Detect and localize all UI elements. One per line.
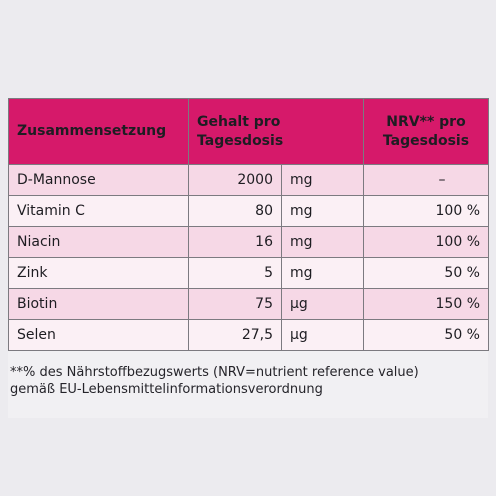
header-nrv-line1: NRV** pro — [386, 113, 466, 130]
header-content-line1: Gehalt pro — [197, 113, 281, 130]
ingredient-unit: µg — [281, 319, 364, 351]
ingredient-unit: mg — [281, 164, 364, 196]
ingredient-name: Biotin — [8, 288, 189, 320]
ingredient-unit: mg — [281, 257, 364, 289]
footnote-line1: **% des Nährstoffbezugswerts (NRV=nutrie… — [10, 365, 419, 380]
table-row: Biotin 75 µg 150 % — [8, 288, 489, 320]
header-nrv-line2: Tagesdosis — [382, 132, 470, 149]
ingredient-nrv: 50 % — [363, 257, 489, 289]
ingredient-amount: 27,5 — [188, 319, 282, 351]
header-nrv-per-dose: NRV** pro Tagesdosis — [363, 98, 489, 165]
nutrition-table: Zusammensetzung Gehalt pro Tagesdosis NR… — [8, 98, 489, 351]
footnote: **% des Nährstoffbezugswerts (NRV=nutrie… — [10, 364, 486, 398]
ingredient-name: D-Mannose — [8, 164, 189, 196]
ingredient-nrv: 100 % — [363, 195, 489, 227]
ingredient-name: Niacin — [8, 226, 189, 258]
table-header-row: Zusammensetzung Gehalt pro Tagesdosis NR… — [8, 98, 489, 165]
table-row: Niacin 16 mg 100 % — [8, 226, 489, 258]
ingredient-amount: 5 — [188, 257, 282, 289]
ingredient-name: Selen — [8, 319, 189, 351]
ingredient-amount: 80 — [188, 195, 282, 227]
header-composition: Zusammensetzung — [8, 98, 189, 165]
ingredient-nrv: 50 % — [363, 319, 489, 351]
ingredient-name: Zink — [8, 257, 189, 289]
ingredient-nrv: 150 % — [363, 288, 489, 320]
footnote-line2: gemäß EU-Lebensmittelinformationsverordn… — [10, 382, 323, 397]
table-row: D-Mannose 2000 mg – — [8, 164, 489, 196]
table-row: Vitamin C 80 mg 100 % — [8, 195, 489, 227]
ingredient-amount: 16 — [188, 226, 282, 258]
header-content-per-dose: Gehalt pro Tagesdosis — [188, 98, 364, 165]
header-composition-label: Zusammensetzung — [17, 123, 167, 139]
table-row: Zink 5 mg 50 % — [8, 257, 489, 289]
ingredient-nrv: – — [363, 164, 489, 196]
ingredient-unit: mg — [281, 195, 364, 227]
table-row: Selen 27,5 µg 50 % — [8, 319, 489, 351]
ingredient-amount: 75 — [188, 288, 282, 320]
ingredient-amount: 2000 — [188, 164, 282, 196]
ingredient-name: Vitamin C — [8, 195, 189, 227]
ingredient-nrv: 100 % — [363, 226, 489, 258]
ingredient-unit: µg — [281, 288, 364, 320]
ingredient-unit: mg — [281, 226, 364, 258]
header-content-line2: Tagesdosis — [197, 132, 284, 149]
